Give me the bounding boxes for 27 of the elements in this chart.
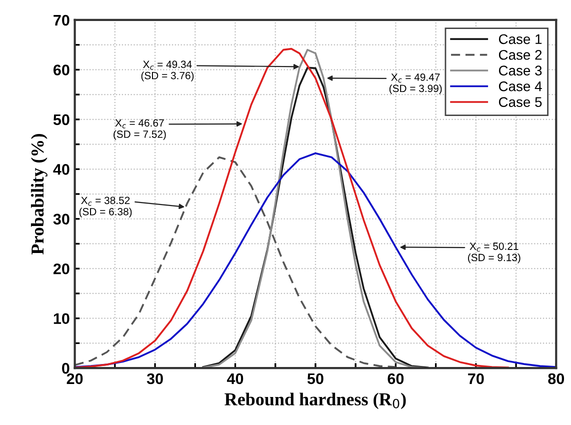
y-tick-label: 20 <box>53 263 70 274</box>
y-tick-label: 10 <box>54 313 70 324</box>
x-tick-label: 50 <box>307 373 324 384</box>
x-tick-label: 70 <box>468 373 484 384</box>
y-tick-label: 50 <box>53 114 70 126</box>
x-axis-title: Rebound hardness (R$_{0}$) <box>224 392 406 410</box>
y-tick-label: 30 <box>53 214 70 225</box>
legend-label: Case 1 <box>498 34 542 44</box>
legend-label: Case 3 <box>498 66 542 76</box>
y-tick-label: 60 <box>54 64 70 76</box>
x-tick-label: 20 <box>66 373 83 384</box>
annotation: X$_{c}$ = 50.21 (SD = 9.13) <box>468 242 520 264</box>
x-tick-label: 30 <box>146 373 163 384</box>
annotation: X$_{c}$ = 49.47 (SD = 3.99) <box>389 74 442 94</box>
x-tick-label: 40 <box>226 373 244 384</box>
legend-label: Case 4 <box>498 81 542 92</box>
legend-label: Case 5 <box>498 97 542 107</box>
y-axis-title: Probability (%) <box>30 134 48 254</box>
annotation: X$_{c}$ = 38.52 (SD = 6.38) <box>79 196 132 218</box>
y-tick-label: 0 <box>62 362 70 374</box>
legend-label: Case 2 <box>498 50 542 60</box>
x-tick-label: 60 <box>388 373 404 384</box>
y-tick-label: 40 <box>53 164 70 175</box>
y-tick-label: 70 <box>54 14 70 26</box>
annotation: X$_{c}$ = 49.34 (SD = 3.76) <box>141 60 194 82</box>
annotation: X$_{c}$ = 46.67 (SD = 7.52) <box>114 119 166 140</box>
x-tick-label: 80 <box>548 373 564 384</box>
